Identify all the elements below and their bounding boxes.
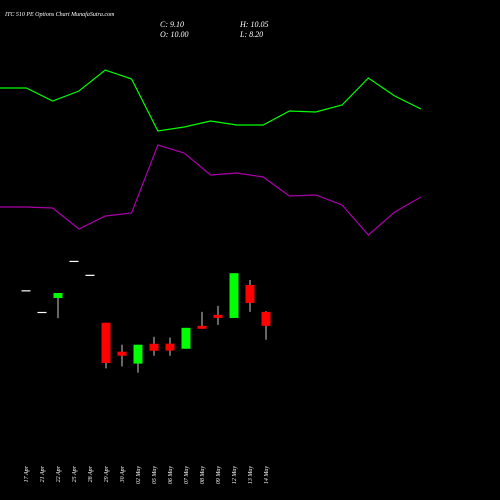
indicator-line — [0, 69, 422, 132]
x-tick-label: 17 Apr — [24, 465, 30, 482]
candle-body — [165, 343, 175, 351]
x-tick-label: 22 Apr — [56, 465, 62, 482]
x-tick-label: 30 Apr — [120, 465, 126, 483]
chart-title: ITC 510 PE Options Chart MunafaSutra.com — [4, 11, 115, 18]
x-tick-label: 05 May — [152, 466, 158, 484]
candle-body — [21, 290, 31, 292]
x-tick-label: 28 Apr — [88, 465, 94, 482]
x-tick-label: 08 May — [200, 466, 206, 484]
candle-body — [133, 344, 143, 364]
candle-body — [101, 322, 111, 363]
indicator-line — [0, 144, 422, 236]
candle-body — [245, 284, 255, 303]
candle-body — [117, 351, 127, 356]
x-tick-label: 07 May — [184, 466, 190, 484]
low-label: L: 8.20 — [239, 30, 263, 39]
candle-body — [213, 314, 223, 318]
candle-body — [69, 260, 79, 263]
candle-body — [149, 343, 159, 351]
candle-body — [53, 293, 63, 298]
high-label: H: 10.05 — [239, 20, 268, 29]
x-tick-label: 21 Apr — [40, 465, 46, 482]
open-label: O: 10.00 — [160, 30, 188, 39]
x-tick-label: 25 Apr — [72, 465, 78, 482]
candle-body — [197, 325, 207, 329]
x-tick-label: 02 May — [136, 466, 142, 484]
x-tick-label: 09 May — [216, 466, 222, 484]
x-tick-label: 29 Apr — [104, 465, 110, 482]
candle-body — [37, 311, 47, 314]
candle-body — [181, 327, 191, 349]
candle-body — [261, 311, 271, 326]
candle-body — [229, 273, 239, 318]
x-tick-label: 14 May — [263, 466, 270, 484]
close-label: C: 9.10 — [160, 20, 184, 29]
x-tick-label: 13 May — [248, 466, 254, 484]
x-tick-label: 12 May — [232, 466, 238, 484]
x-tick-label: 06 May — [168, 466, 174, 484]
candle-body — [85, 274, 95, 276]
